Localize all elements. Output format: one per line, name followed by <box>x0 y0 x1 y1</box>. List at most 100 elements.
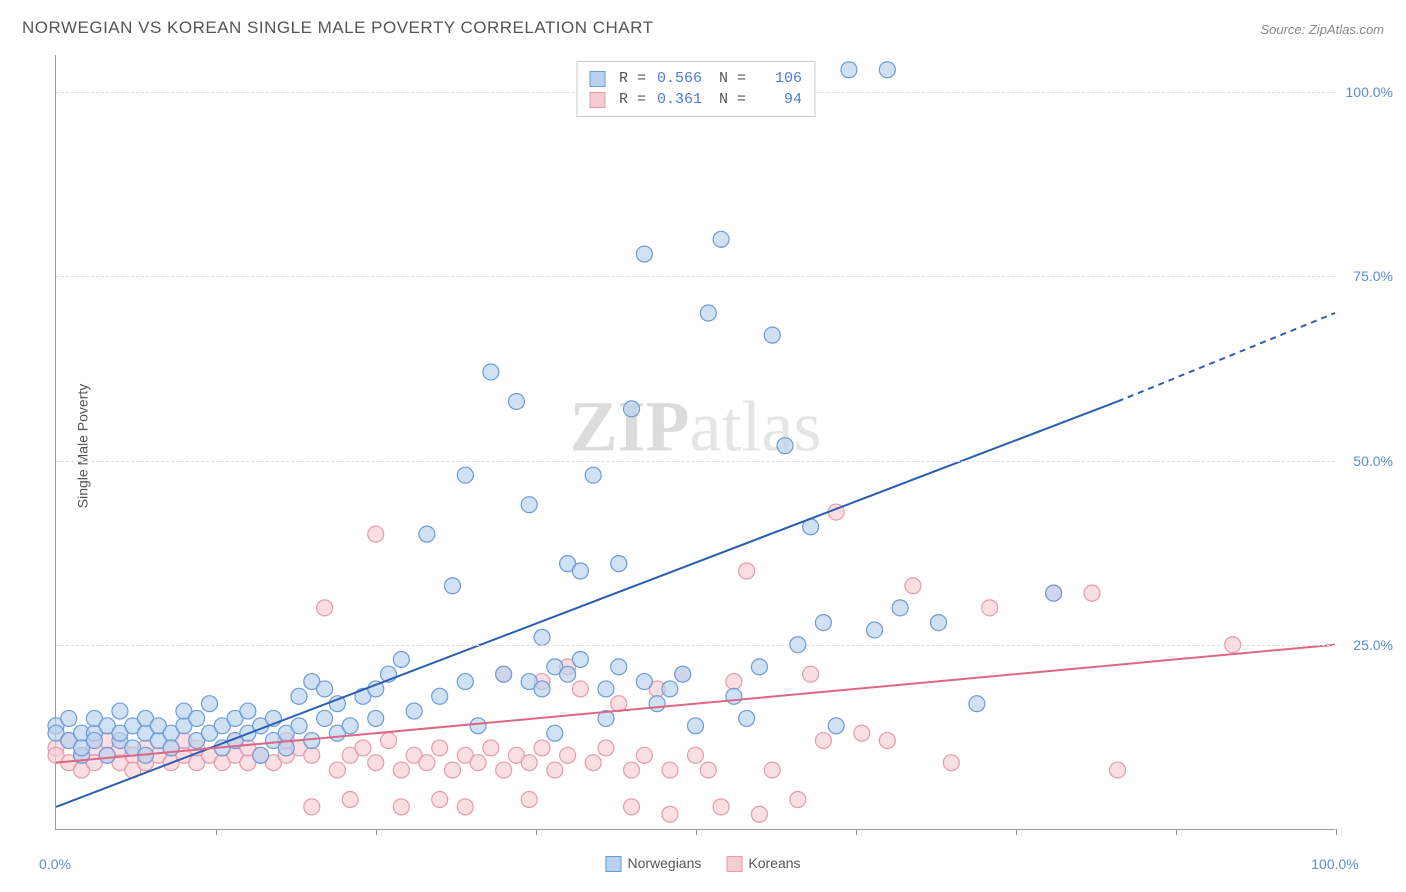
data-point <box>982 600 998 616</box>
data-point <box>726 674 742 690</box>
data-point <box>739 563 755 579</box>
data-point <box>444 578 460 594</box>
grid-line <box>56 645 1335 646</box>
data-point <box>662 762 678 778</box>
data-point <box>457 799 473 815</box>
legend-swatch <box>605 856 621 872</box>
data-point <box>828 718 844 734</box>
data-point <box>931 615 947 631</box>
x-tick <box>1336 829 1337 835</box>
data-point <box>572 563 588 579</box>
data-point <box>688 747 704 763</box>
data-point <box>521 497 537 513</box>
data-point <box>253 747 269 763</box>
data-point <box>355 740 371 756</box>
data-point <box>598 681 614 697</box>
chart-svg <box>56 55 1335 829</box>
data-point <box>892 600 908 616</box>
data-point <box>368 710 384 726</box>
data-point <box>879 733 895 749</box>
data-point <box>764 762 780 778</box>
x-tick <box>536 829 537 835</box>
data-point <box>675 666 691 682</box>
data-point <box>368 526 384 542</box>
data-point <box>624 762 640 778</box>
data-point <box>662 681 678 697</box>
data-point <box>751 659 767 675</box>
data-point <box>560 747 576 763</box>
data-point <box>572 681 588 697</box>
data-point <box>444 762 460 778</box>
x-tick <box>1016 829 1017 835</box>
data-point <box>61 710 77 726</box>
data-point <box>560 666 576 682</box>
data-point <box>700 305 716 321</box>
y-tick-label: 75.0% <box>1353 268 1393 284</box>
data-point <box>726 688 742 704</box>
data-point <box>470 755 486 771</box>
data-point <box>598 740 614 756</box>
data-point <box>457 674 473 690</box>
data-point <box>547 725 563 741</box>
trend-line-dashed <box>1118 313 1335 401</box>
legend-swatch <box>589 92 605 108</box>
data-point <box>393 762 409 778</box>
data-point <box>815 615 831 631</box>
data-point <box>483 364 499 380</box>
data-point <box>662 806 678 822</box>
data-point <box>317 710 333 726</box>
data-point <box>905 578 921 594</box>
data-point <box>1084 585 1100 601</box>
chart-title: NORWEGIAN VS KOREAN SINGLE MALE POVERTY … <box>22 18 654 38</box>
data-point <box>112 703 128 719</box>
grid-line <box>56 276 1335 277</box>
data-point <box>1110 762 1126 778</box>
data-point <box>291 688 307 704</box>
data-point <box>406 703 422 719</box>
data-point <box>611 556 627 572</box>
legend-swatch <box>589 71 605 87</box>
data-point <box>201 696 217 712</box>
y-tick-label: 50.0% <box>1353 453 1393 469</box>
data-point <box>508 393 524 409</box>
legend-swatch <box>726 856 742 872</box>
stats-row: R =0.566 N =106 <box>589 68 802 89</box>
data-point <box>432 740 448 756</box>
data-point <box>240 703 256 719</box>
data-point <box>381 733 397 749</box>
data-point <box>547 762 563 778</box>
data-point <box>585 467 601 483</box>
data-point <box>483 740 499 756</box>
data-point <box>713 799 729 815</box>
data-point <box>419 755 435 771</box>
data-point <box>329 762 345 778</box>
data-point <box>751 806 767 822</box>
data-point <box>943 755 959 771</box>
data-point <box>688 718 704 734</box>
data-point <box>739 710 755 726</box>
data-point <box>534 629 550 645</box>
data-point <box>969 696 985 712</box>
bottom-legend: NorwegiansKoreans <box>605 855 800 872</box>
data-point <box>496 762 512 778</box>
y-tick-label: 100.0% <box>1346 84 1393 100</box>
data-point <box>777 438 793 454</box>
data-point <box>432 792 448 808</box>
x-tick <box>216 829 217 835</box>
data-point <box>368 755 384 771</box>
data-point <box>636 246 652 262</box>
data-point <box>790 792 806 808</box>
data-point <box>815 733 831 749</box>
x-tick <box>696 829 697 835</box>
stats-legend: R =0.566 N =106 R =0.361 N = 94 <box>576 61 815 117</box>
stats-row: R =0.361 N = 94 <box>589 89 802 110</box>
data-point <box>393 799 409 815</box>
data-point <box>342 718 358 734</box>
x-label-left: 0.0% <box>39 856 71 872</box>
data-point <box>521 755 537 771</box>
data-point <box>611 659 627 675</box>
data-point <box>1046 585 1062 601</box>
data-point <box>879 62 895 78</box>
data-point <box>496 666 512 682</box>
data-point <box>317 681 333 697</box>
